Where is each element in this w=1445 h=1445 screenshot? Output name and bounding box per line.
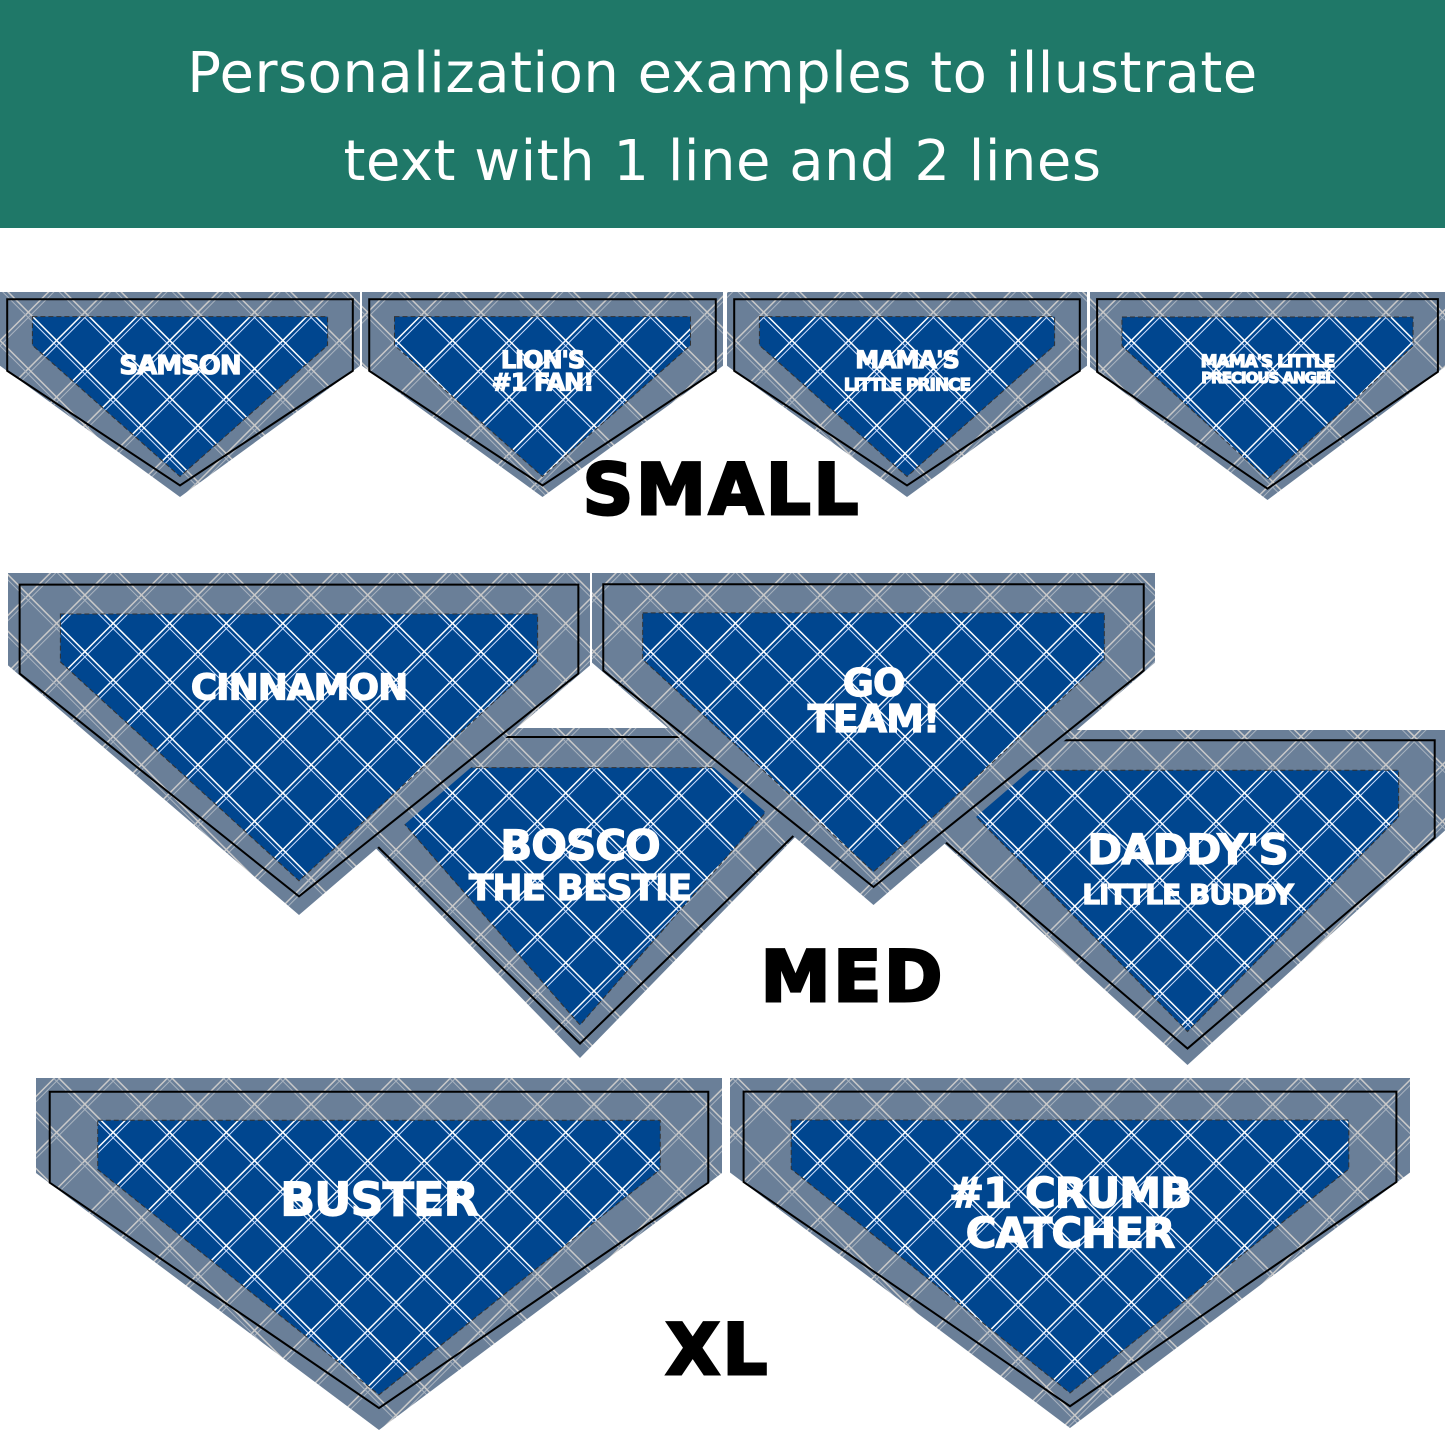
bandana-center: [790, 1119, 1350, 1394]
bandana-center: [393, 316, 692, 478]
bandana-small-1: SAMSON: [0, 292, 360, 497]
bandana-center: [97, 1119, 661, 1396]
size-label-xl: XL: [664, 1308, 771, 1393]
header-title-line1: Personalization examples to illustrate: [187, 41, 1258, 106]
bandana-outline: [742, 1090, 1398, 1408]
bandana-text-line1: GO: [843, 661, 905, 705]
bandana-text-line1: #1 CRUMB: [949, 1169, 1191, 1218]
bandana-center: [758, 316, 1056, 478]
bandana-outline: [18, 583, 580, 898]
bandana-text-line1: BOSCO: [500, 821, 660, 870]
bandana-outline: [48, 1090, 710, 1410]
bandana-outline: [6, 298, 354, 487]
bandana-text-line1: DADDY'S: [1087, 825, 1288, 874]
bandana-text-line2: LITTLE BUDDY: [1082, 878, 1294, 911]
bandana-med-4: DADDY'S LITTLE BUDDY: [930, 730, 1445, 1065]
bandana-outline: [733, 298, 1081, 487]
bandana-text-line1: MAMA'S LITTLE: [1201, 352, 1335, 372]
bandana-center: [31, 316, 329, 478]
bandana-center: [59, 613, 539, 882]
size-label-small: SMALL: [581, 448, 862, 533]
bandana-med-1: CINNAMON: [8, 573, 590, 915]
bandana-center: [395, 767, 765, 1026]
bandana-text-line1: SAMSON: [119, 351, 240, 381]
bandana-outline: [1096, 298, 1439, 490]
bandana-text-line1: CINNAMON: [191, 668, 408, 709]
bandana-text-line2: TEAM!: [808, 697, 939, 741]
bandana-text-line2: LITTLE PRINCE: [844, 376, 971, 396]
size-label-med: MED: [759, 935, 946, 1020]
bandana-text-line2: THE BESTIE: [469, 868, 691, 909]
bandana-text-line2: PRECIOUS ANGEL: [1201, 369, 1335, 387]
bandana-text-line1: MAMA'S: [855, 346, 959, 374]
bandana-outline: [368, 298, 717, 487]
header-title-line2: text with 1 line and 2 lines: [343, 129, 1102, 194]
header-banner: Personalization examples to illustrate t…: [0, 0, 1445, 228]
bandana-outline: [602, 583, 1145, 889]
bandana-xl-1: BUSTER: [36, 1078, 722, 1430]
bandana-text-line2: CATCHER: [966, 1208, 1175, 1257]
bandana-text-line2: #1 FAN!: [492, 369, 593, 397]
bandana-text-line1: LION'S: [501, 346, 584, 374]
bandana-center: [1121, 316, 1414, 480]
bandana-center: [975, 769, 1400, 1033]
bandana-text-line1: BUSTER: [280, 1172, 478, 1226]
bandana-center: [642, 612, 1105, 873]
bandana-small-2: LION'S#1 FAN!: [362, 292, 723, 497]
